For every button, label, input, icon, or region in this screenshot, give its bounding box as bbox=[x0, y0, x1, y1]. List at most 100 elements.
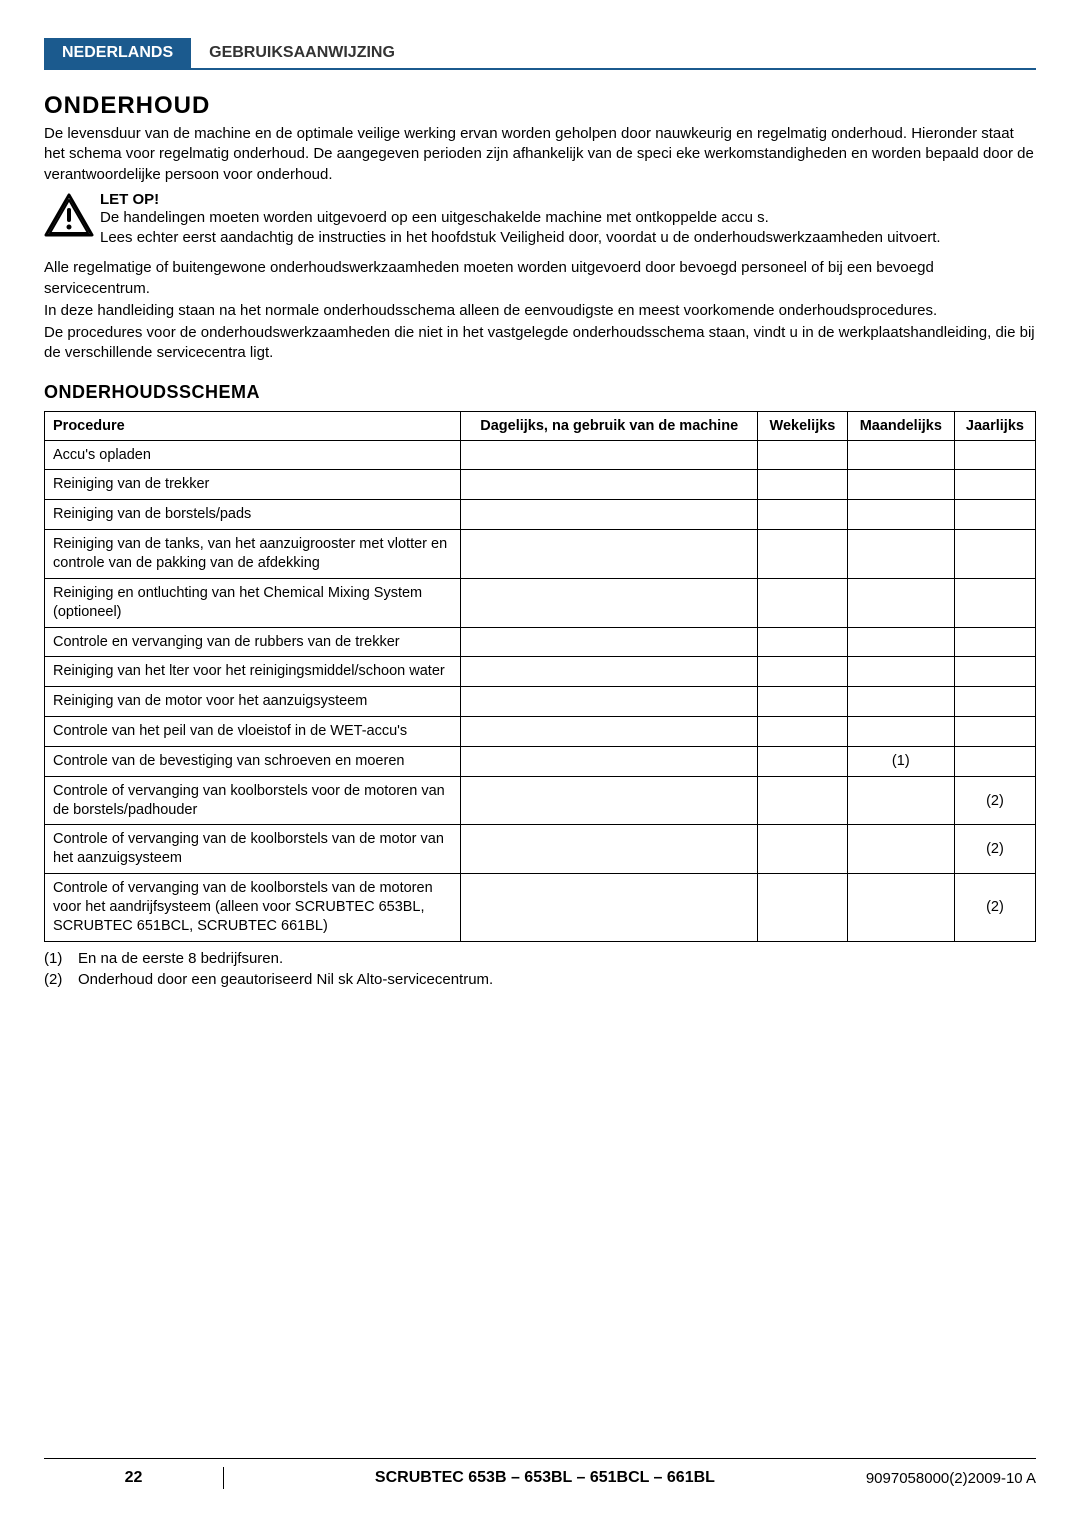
table-cell bbox=[461, 530, 758, 579]
warning-line2: Lees echter eerst aandachtig de instruct… bbox=[100, 228, 941, 248]
table-cell bbox=[461, 578, 758, 627]
note-2-num: (2) bbox=[44, 969, 78, 990]
table-cell bbox=[847, 776, 954, 825]
table-cell bbox=[461, 470, 758, 500]
table-row: Reiniging van de borstels/pads bbox=[45, 500, 1036, 530]
table-cell bbox=[954, 657, 1035, 687]
table-cell bbox=[758, 687, 848, 717]
table-cell bbox=[847, 874, 954, 942]
table-cell bbox=[954, 530, 1035, 579]
table-cell bbox=[954, 500, 1035, 530]
col-weekly: Wekelijks bbox=[758, 411, 848, 440]
table-cell bbox=[954, 440, 1035, 470]
table-cell: Reiniging van de tanks, van het aanzuigr… bbox=[45, 530, 461, 579]
warning-line1: De handelingen moeten worden uitgevoerd … bbox=[100, 208, 941, 228]
table-cell: (2) bbox=[954, 825, 1035, 874]
footer-page-number: 22 bbox=[44, 1467, 224, 1489]
tab-active: NEDERLANDS bbox=[44, 38, 191, 68]
table-cell: (1) bbox=[847, 746, 954, 776]
warning-icon bbox=[44, 191, 94, 241]
table-cell: Controle of vervanging van de koolborste… bbox=[45, 874, 461, 942]
table-cell: Controle van het peil van de vloeistof i… bbox=[45, 717, 461, 747]
note-1-num: (1) bbox=[44, 948, 78, 969]
table-cell: Reiniging van de motor voor het aanzuigs… bbox=[45, 687, 461, 717]
table-cell bbox=[954, 717, 1035, 747]
table-cell bbox=[461, 627, 758, 657]
note-1-text: En na de eerste 8 bedrijfsuren. bbox=[78, 948, 283, 969]
table-cell bbox=[461, 825, 758, 874]
table-row: Controle van het peil van de vloeistof i… bbox=[45, 717, 1036, 747]
maintenance-table: Procedure Dagelijks, na gebruik van de m… bbox=[44, 411, 1036, 942]
table-cell bbox=[758, 500, 848, 530]
table-row: Accu's opladen bbox=[45, 440, 1036, 470]
table-row: Controle of vervanging van koolborstels … bbox=[45, 776, 1036, 825]
tab-label: GEBRUIKSAANWIJZING bbox=[191, 38, 413, 68]
table-cell bbox=[461, 500, 758, 530]
col-monthly: Maandelijks bbox=[847, 411, 954, 440]
table-row: Reiniging van de motor voor het aanzuigs… bbox=[45, 687, 1036, 717]
table-cell: Controle of vervanging van de koolborste… bbox=[45, 825, 461, 874]
table-cell bbox=[758, 530, 848, 579]
table-cell bbox=[461, 874, 758, 942]
table-notes: (1) En na de eerste 8 bedrijfsuren. (2) … bbox=[44, 948, 1036, 990]
table-cell bbox=[847, 578, 954, 627]
paragraph-1: Alle regelmatige of buitengewone onderho… bbox=[44, 258, 1036, 299]
table-cell: Controle en vervanging van de rubbers va… bbox=[45, 627, 461, 657]
footer-code: 9097058000(2)2009-10 A bbox=[866, 1470, 1036, 1487]
table-cell bbox=[461, 746, 758, 776]
table-cell bbox=[954, 746, 1035, 776]
table-cell bbox=[847, 470, 954, 500]
table-cell: Reiniging van de trekker bbox=[45, 470, 461, 500]
table-row: Reiniging van de tanks, van het aanzuigr… bbox=[45, 530, 1036, 579]
table-cell: (2) bbox=[954, 776, 1035, 825]
table-cell bbox=[954, 470, 1035, 500]
table-cell: Accu's opladen bbox=[45, 440, 461, 470]
warning-title: LET OP! bbox=[100, 191, 941, 208]
footer-title: SCRUBTEC 653B – 653BL – 651BCL – 661BL bbox=[224, 1469, 866, 1487]
table-cell bbox=[954, 627, 1035, 657]
table-cell bbox=[847, 687, 954, 717]
table-cell bbox=[758, 470, 848, 500]
table-cell bbox=[758, 874, 848, 942]
table-cell: (2) bbox=[954, 874, 1035, 942]
table-cell bbox=[758, 825, 848, 874]
table-cell bbox=[758, 717, 848, 747]
table-cell bbox=[461, 440, 758, 470]
table-cell bbox=[758, 440, 848, 470]
col-yearly: Jaarlijks bbox=[954, 411, 1035, 440]
table-row: Reiniging en ontluchting van het Chemica… bbox=[45, 578, 1036, 627]
table-cell bbox=[847, 530, 954, 579]
table-cell bbox=[847, 825, 954, 874]
table-row: Controle of vervanging van de koolborste… bbox=[45, 825, 1036, 874]
table-cell bbox=[847, 440, 954, 470]
table-cell: Reiniging van het lter voor het reinigin… bbox=[45, 657, 461, 687]
table-cell bbox=[461, 776, 758, 825]
table-row: Reiniging van het lter voor het reinigin… bbox=[45, 657, 1036, 687]
table-row: Controle of vervanging van de koolborste… bbox=[45, 874, 1036, 942]
table-cell bbox=[758, 578, 848, 627]
col-daily: Dagelijks, na gebruik van de machine bbox=[461, 411, 758, 440]
warning-block: LET OP! De handelingen moeten worden uit… bbox=[44, 191, 1036, 249]
table-cell: Controle van de bevestiging van schroeve… bbox=[45, 746, 461, 776]
page-title: ONDERHOUD bbox=[44, 92, 1036, 120]
header-tabs: NEDERLANDS GEBRUIKSAANWIJZING bbox=[44, 38, 1036, 70]
table-cell bbox=[847, 627, 954, 657]
table-cell bbox=[954, 578, 1035, 627]
page-footer: 22 SCRUBTEC 653B – 653BL – 651BCL – 661B… bbox=[44, 1458, 1036, 1489]
paragraph-2: In deze handleiding staan na het normale… bbox=[44, 301, 1036, 321]
table-cell bbox=[847, 500, 954, 530]
table-cell: Reiniging en ontluchting van het Chemica… bbox=[45, 578, 461, 627]
table-row: Reiniging van de trekker bbox=[45, 470, 1036, 500]
intro-paragraph: De levensduur van de machine en de optim… bbox=[44, 124, 1036, 185]
col-procedure: Procedure bbox=[45, 411, 461, 440]
table-cell bbox=[461, 657, 758, 687]
table-cell bbox=[847, 717, 954, 747]
table-cell bbox=[758, 776, 848, 825]
table-cell bbox=[461, 717, 758, 747]
table-row: Controle van de bevestiging van schroeve… bbox=[45, 746, 1036, 776]
table-row: Controle en vervanging van de rubbers va… bbox=[45, 627, 1036, 657]
table-cell bbox=[461, 687, 758, 717]
table-cell bbox=[954, 687, 1035, 717]
table-cell: Reiniging van de borstels/pads bbox=[45, 500, 461, 530]
table-cell bbox=[847, 657, 954, 687]
